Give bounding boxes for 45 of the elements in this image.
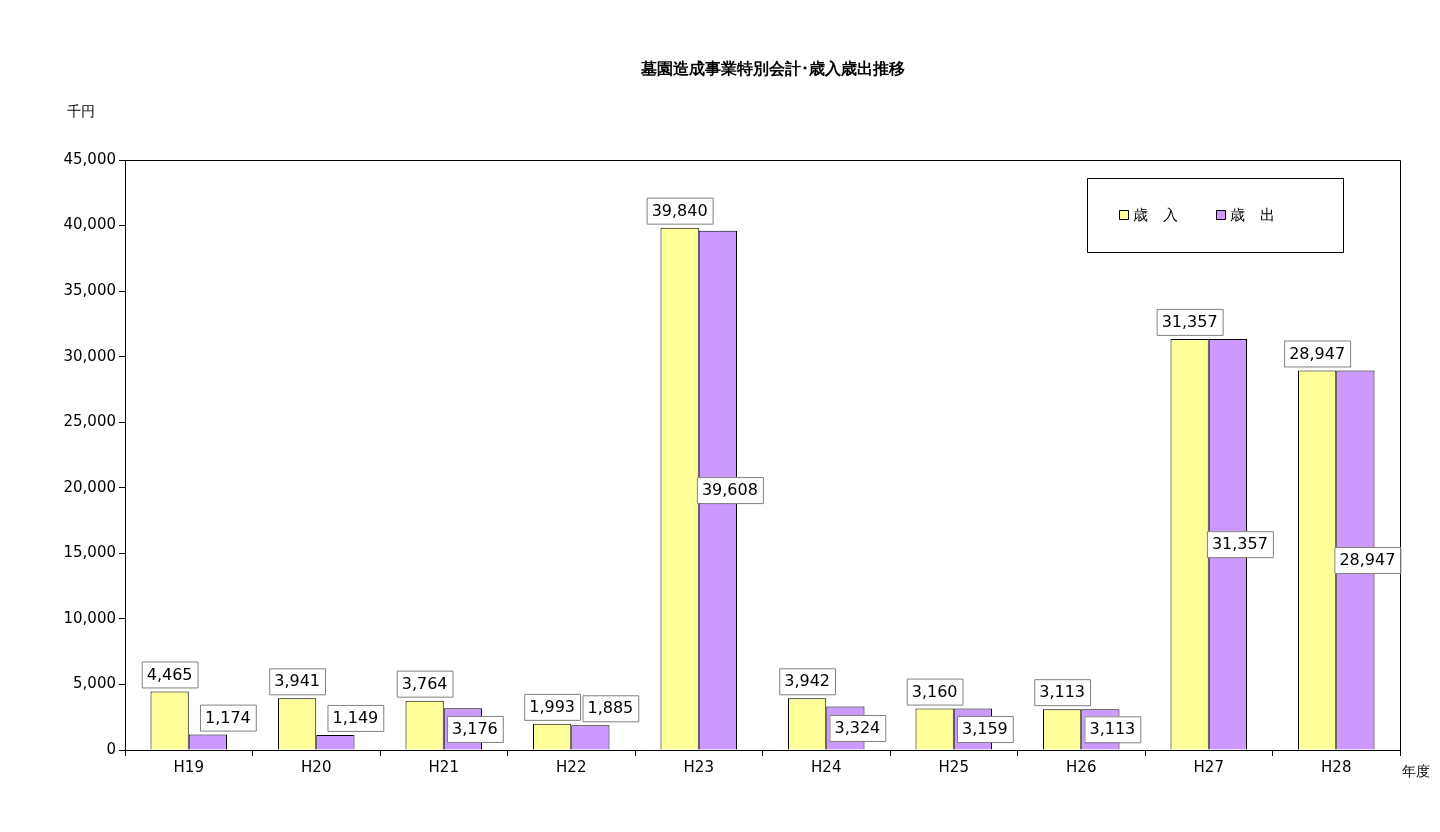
- y-tick-label: 35,000: [63, 281, 116, 299]
- data-label: 3,159: [961, 719, 1008, 739]
- y-tick-label: 30,000: [63, 346, 116, 365]
- data-label: 3,113: [1089, 719, 1136, 739]
- data-label: 1,149: [332, 708, 379, 728]
- data-label: 31,357: [1161, 312, 1218, 332]
- x-tick-label: H22: [556, 757, 587, 776]
- legend-label: 歳 入: [1133, 205, 1178, 224]
- x-tick-label: H20: [301, 757, 332, 776]
- data-label: 1,993: [529, 697, 576, 717]
- y-tick-label: 40,000: [63, 215, 116, 234]
- data-label: 4,465: [146, 664, 193, 684]
- y-tick-label: 25,000: [63, 412, 116, 431]
- data-label: 3,176: [451, 719, 498, 739]
- y-tick-label: 5,000: [73, 674, 116, 693]
- y-tick-label: 10,000: [63, 608, 116, 627]
- data-label: 3,942: [784, 671, 831, 691]
- data-label: 3,113: [1039, 682, 1086, 702]
- y-axis-title: 千円: [67, 102, 95, 119]
- data-label: 1,174: [204, 707, 251, 727]
- x-axis-title: 年度: [1402, 762, 1430, 779]
- y-tick-label: 45,000: [63, 149, 116, 168]
- y-tick-label: 0: [106, 739, 116, 758]
- x-tick-label: H23: [683, 757, 714, 776]
- data-label: 39,840: [651, 200, 708, 220]
- chart-title: 墓園造成事業特別会計･歳入歳出推移: [639, 59, 905, 79]
- data-label: 3,324: [834, 718, 881, 738]
- data-label: 28,947: [1339, 550, 1396, 570]
- data-label: 1,885: [587, 698, 634, 718]
- x-tick-label: H21: [428, 757, 459, 776]
- data-label: 28,947: [1289, 343, 1346, 363]
- legend-label: 歳 出: [1230, 205, 1275, 224]
- data-label: 3,764: [401, 673, 448, 693]
- data-label: 3,160: [911, 681, 958, 701]
- x-tick-label: H19: [173, 757, 204, 776]
- y-tick-label: 15,000: [63, 543, 116, 562]
- data-label: 39,608: [701, 480, 758, 500]
- data-label: 3,941: [274, 671, 321, 691]
- data-label: 31,357: [1211, 534, 1268, 554]
- x-tick-label: H28: [1321, 757, 1352, 776]
- y-tick-label: 20,000: [63, 477, 116, 496]
- x-tick-label: H27: [1193, 757, 1224, 776]
- x-tick-label: H25: [938, 757, 969, 776]
- x-tick-label: H24: [811, 757, 842, 776]
- x-tick-label: H26: [1066, 757, 1097, 776]
